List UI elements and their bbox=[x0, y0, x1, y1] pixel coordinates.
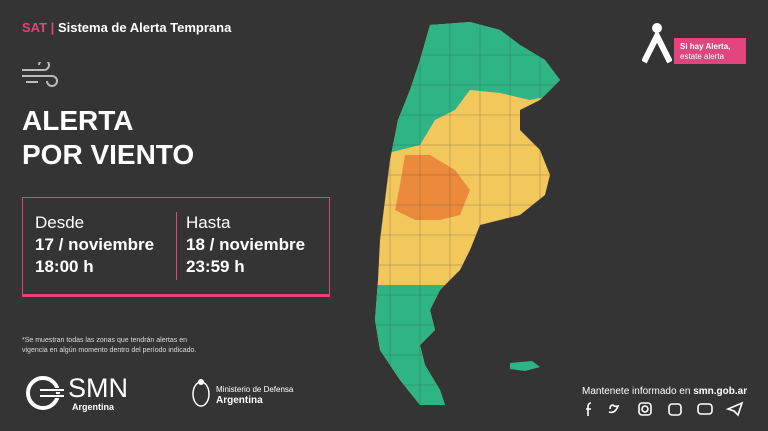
header: SAT | Sistema de Alerta Temprana bbox=[22, 20, 232, 35]
smn-sub: Argentina bbox=[72, 402, 115, 412]
headline-line: POR VIENTO bbox=[22, 139, 195, 170]
ministry-sub: Argentina bbox=[216, 395, 263, 406]
period-time: 18:00 h bbox=[35, 257, 94, 276]
social-icons bbox=[586, 401, 744, 417]
footnote-line: vigencia en algún momento dentro del per… bbox=[22, 347, 197, 354]
smn-icon bbox=[26, 376, 64, 410]
headline: ALERTA POR VIENTO bbox=[22, 104, 194, 172]
ministry-crest bbox=[192, 379, 210, 407]
badge-line: Si hay Alerta, bbox=[680, 42, 731, 51]
footnote-line: *Se muestran todas las zonas que tendrán… bbox=[22, 337, 187, 344]
footnote: *Se muestran todas las zonas que tendrán… bbox=[22, 336, 196, 356]
badge: Si hay Alerta, estate alerta bbox=[674, 38, 746, 64]
period-label: Hasta bbox=[186, 213, 231, 232]
badge-line: estate alerta bbox=[680, 52, 725, 61]
period-date: 18 / noviembre bbox=[186, 235, 306, 254]
period-from: Desde 17 / noviembre 18:00 h bbox=[35, 212, 154, 278]
alert-icon bbox=[642, 23, 672, 64]
contact: Mantenete informado en smn.gob.ar bbox=[582, 386, 747, 397]
wind-icon bbox=[22, 62, 58, 87]
period-label: Desde bbox=[35, 213, 85, 232]
ministry-name: Ministerio de Defensa bbox=[216, 385, 294, 394]
headline-line: ALERTA bbox=[22, 105, 134, 136]
period-to: Hasta 18 / noviembre 23:59 h bbox=[186, 212, 305, 278]
contact-text: Mantenete informado en bbox=[582, 386, 691, 397]
period-box: Desde 17 / noviembre 18:00 h Hasta 18 / … bbox=[22, 197, 330, 297]
header-prefix: SAT bbox=[22, 20, 48, 35]
header-title: Sistema de Alerta Temprana bbox=[57, 20, 232, 35]
smn-logo: SMN bbox=[68, 373, 128, 403]
contact-url[interactable]: smn.gob.ar bbox=[693, 386, 748, 397]
period-time: 23:59 h bbox=[186, 257, 245, 276]
alert-map bbox=[375, 22, 560, 405]
period-date: 17 / noviembre bbox=[35, 235, 155, 254]
